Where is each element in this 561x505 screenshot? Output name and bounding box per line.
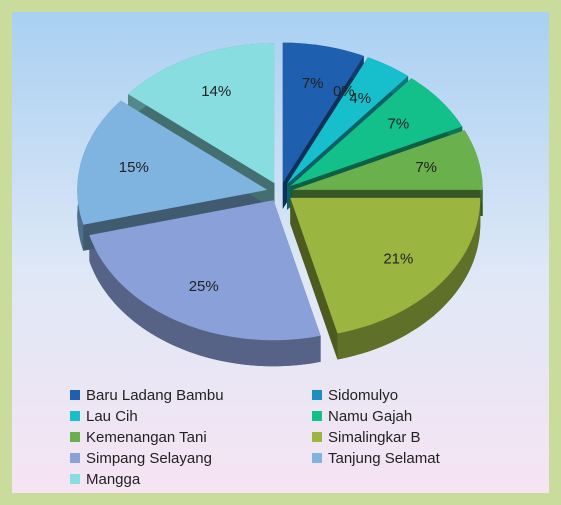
legend-label: Kemenangan Tani [86,429,207,446]
legend-swatch [70,432,80,442]
legend-label: Simpang Selayang [86,450,212,467]
data-label: 7% [388,115,410,132]
legend-label: Lau Cih [86,408,138,425]
legend-swatch [312,432,322,442]
slice [292,130,483,190]
slice [282,42,364,183]
slice [290,197,481,334]
slice [89,200,321,341]
legend-swatch [70,390,80,400]
slice-side [89,235,321,367]
data-label: 15% [119,159,149,176]
slice [77,100,268,225]
legend-label: Mangga [86,471,141,488]
slice [287,57,409,184]
data-label: 14% [201,83,231,100]
data-label: 4% [349,90,371,107]
legend-label: Namu Gajah [328,408,412,425]
slice-side [337,197,481,360]
data-label: 7% [415,159,437,176]
data-label: 25% [189,278,219,295]
legend-swatch [312,453,322,463]
legend-swatch [312,390,322,400]
legend-label: Sidomulyo [328,387,398,404]
slice [290,78,463,187]
data-label: 0% [333,83,355,100]
slice-side [290,197,338,360]
slice [128,43,275,184]
data-label: 21% [383,251,413,268]
legend-label: Baru Ladang Bambu [86,387,224,404]
legend-label: Tanjung Selamat [328,450,441,467]
legend-swatch [312,411,322,421]
legend-swatch [70,474,80,484]
legend-swatch [70,453,80,463]
data-label: 7% [302,75,324,92]
legend-swatch [70,411,80,421]
legend-label: Simalingkar B [328,429,421,446]
